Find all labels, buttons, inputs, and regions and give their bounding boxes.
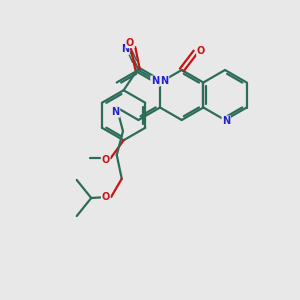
Text: O: O <box>197 46 205 56</box>
Text: N: N <box>121 44 129 54</box>
Text: N: N <box>222 116 230 126</box>
Text: N: N <box>160 76 169 85</box>
Text: N: N <box>151 76 159 86</box>
Text: O: O <box>102 193 110 202</box>
Text: O: O <box>101 154 110 164</box>
Text: O: O <box>126 38 134 47</box>
Text: N: N <box>111 107 120 117</box>
